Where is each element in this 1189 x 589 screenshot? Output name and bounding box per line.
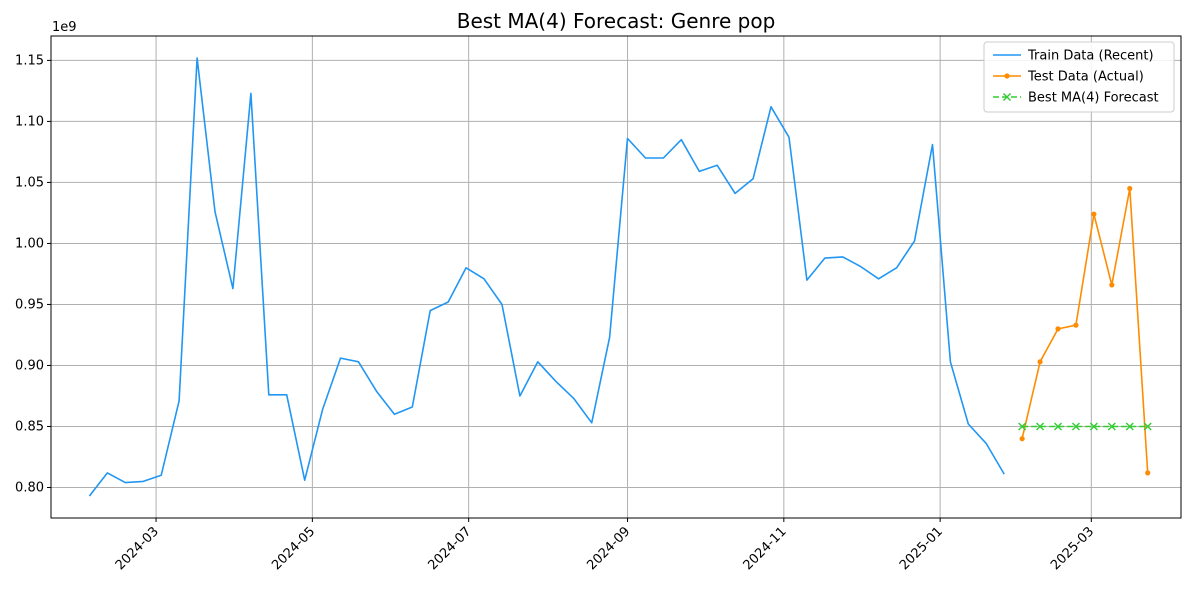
grid xyxy=(51,36,1181,518)
legend-box xyxy=(983,41,1175,113)
data-point xyxy=(1073,322,1079,328)
y-tick-label: 1.15 xyxy=(15,53,44,68)
data-point xyxy=(1055,326,1061,332)
legend-label: Best MA(4) Forecast xyxy=(1028,91,1159,106)
x-tick-label: 2024-03 xyxy=(113,524,162,573)
legend-marker xyxy=(1003,93,1011,101)
series-layer xyxy=(88,57,1152,497)
data-point xyxy=(1145,470,1151,476)
x-tick-label: 2025-01 xyxy=(897,524,946,573)
x-tick-label: 2025-03 xyxy=(1048,524,1097,573)
data-point xyxy=(1018,422,1027,431)
y-tick-label: 1.00 xyxy=(15,236,44,251)
data-point xyxy=(1054,422,1063,431)
series-line-2 xyxy=(1021,187,1149,473)
y-tick-label: 0.90 xyxy=(15,358,44,373)
y-tick-label: 1.10 xyxy=(15,114,44,129)
x-marker-stroke xyxy=(1036,422,1045,431)
data-point xyxy=(1125,422,1134,431)
x-tick-label: 2024-07 xyxy=(425,524,474,573)
data-point xyxy=(1091,211,1097,217)
x-marker-stroke xyxy=(1125,422,1134,431)
x-marker-stroke xyxy=(1089,422,1098,431)
x-marker-stroke xyxy=(1071,422,1080,431)
x-tick-label: 2024-05 xyxy=(269,524,318,573)
y-tick-label: 0.95 xyxy=(15,297,44,312)
data-point xyxy=(1071,422,1080,431)
data-point xyxy=(1109,282,1115,288)
legend-marker xyxy=(1004,73,1010,79)
x-marker-stroke xyxy=(1054,422,1063,431)
data-point xyxy=(1107,422,1116,431)
data-point xyxy=(1037,359,1043,365)
data-point xyxy=(1036,422,1045,431)
x-tick-label: 2024-11 xyxy=(741,524,790,573)
plot-frame xyxy=(50,35,1182,519)
y-tick-label: 1.05 xyxy=(15,175,44,190)
x-marker-stroke xyxy=(1143,422,1152,431)
data-point xyxy=(1019,436,1025,442)
y-tick-label: 0.85 xyxy=(15,419,44,434)
y-scale-label: 1e9 xyxy=(52,20,77,35)
data-point xyxy=(1143,422,1152,431)
legend: Train Data (Recent) Test Data (Actual) Bes… xyxy=(983,41,1175,113)
y-tick-label: 0.80 xyxy=(15,480,44,495)
chart-title: Best MA(4) Forecast: Genre pop xyxy=(457,9,776,33)
x-marker-stroke xyxy=(1107,422,1116,431)
data-point xyxy=(1089,422,1098,431)
legend-label: Test Data (Actual) xyxy=(1027,70,1144,85)
legend-label: Train Data (Recent) xyxy=(1027,49,1154,64)
x-marker-stroke xyxy=(1018,422,1027,431)
axes: 0.80 0.85 0.90 0.95 1.00 1.05 1.10 1.15 2024-03 2… xyxy=(15,53,1097,573)
x-tick-label: 2024-09 xyxy=(584,524,633,573)
series-line-1 xyxy=(88,57,1005,497)
data-point xyxy=(1127,185,1133,192)
